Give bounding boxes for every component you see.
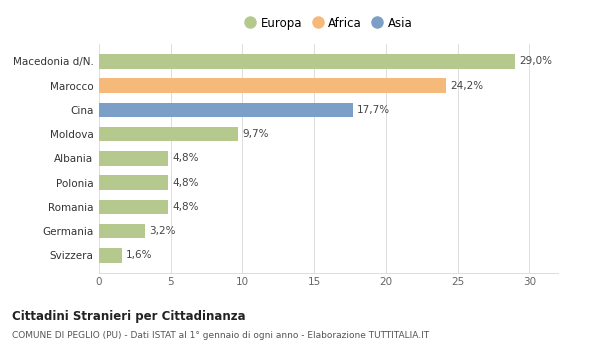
Bar <box>99 78 446 93</box>
Text: COMUNE DI PEGLIO (PU) - Dati ISTAT al 1° gennaio di ogni anno - Elaborazione TUT: COMUNE DI PEGLIO (PU) - Dati ISTAT al 1°… <box>12 331 429 340</box>
Text: Cittadini Stranieri per Cittadinanza: Cittadini Stranieri per Cittadinanza <box>12 310 245 323</box>
Bar <box>99 103 353 117</box>
Bar <box>99 54 515 69</box>
Bar <box>99 248 122 262</box>
Text: 9,7%: 9,7% <box>242 129 269 139</box>
Text: 24,2%: 24,2% <box>451 80 484 91</box>
Text: 3,2%: 3,2% <box>149 226 176 236</box>
Bar <box>99 199 168 214</box>
Text: 4,8%: 4,8% <box>172 153 199 163</box>
Text: 4,8%: 4,8% <box>172 177 199 188</box>
Text: 1,6%: 1,6% <box>126 250 153 260</box>
Bar <box>99 175 168 190</box>
Text: 4,8%: 4,8% <box>172 202 199 212</box>
Bar <box>99 151 168 166</box>
Bar <box>99 224 145 238</box>
Text: 29,0%: 29,0% <box>519 56 552 66</box>
Text: 17,7%: 17,7% <box>357 105 391 115</box>
Legend: Europa, Africa, Asia: Europa, Africa, Asia <box>241 13 416 33</box>
Bar <box>99 127 238 141</box>
